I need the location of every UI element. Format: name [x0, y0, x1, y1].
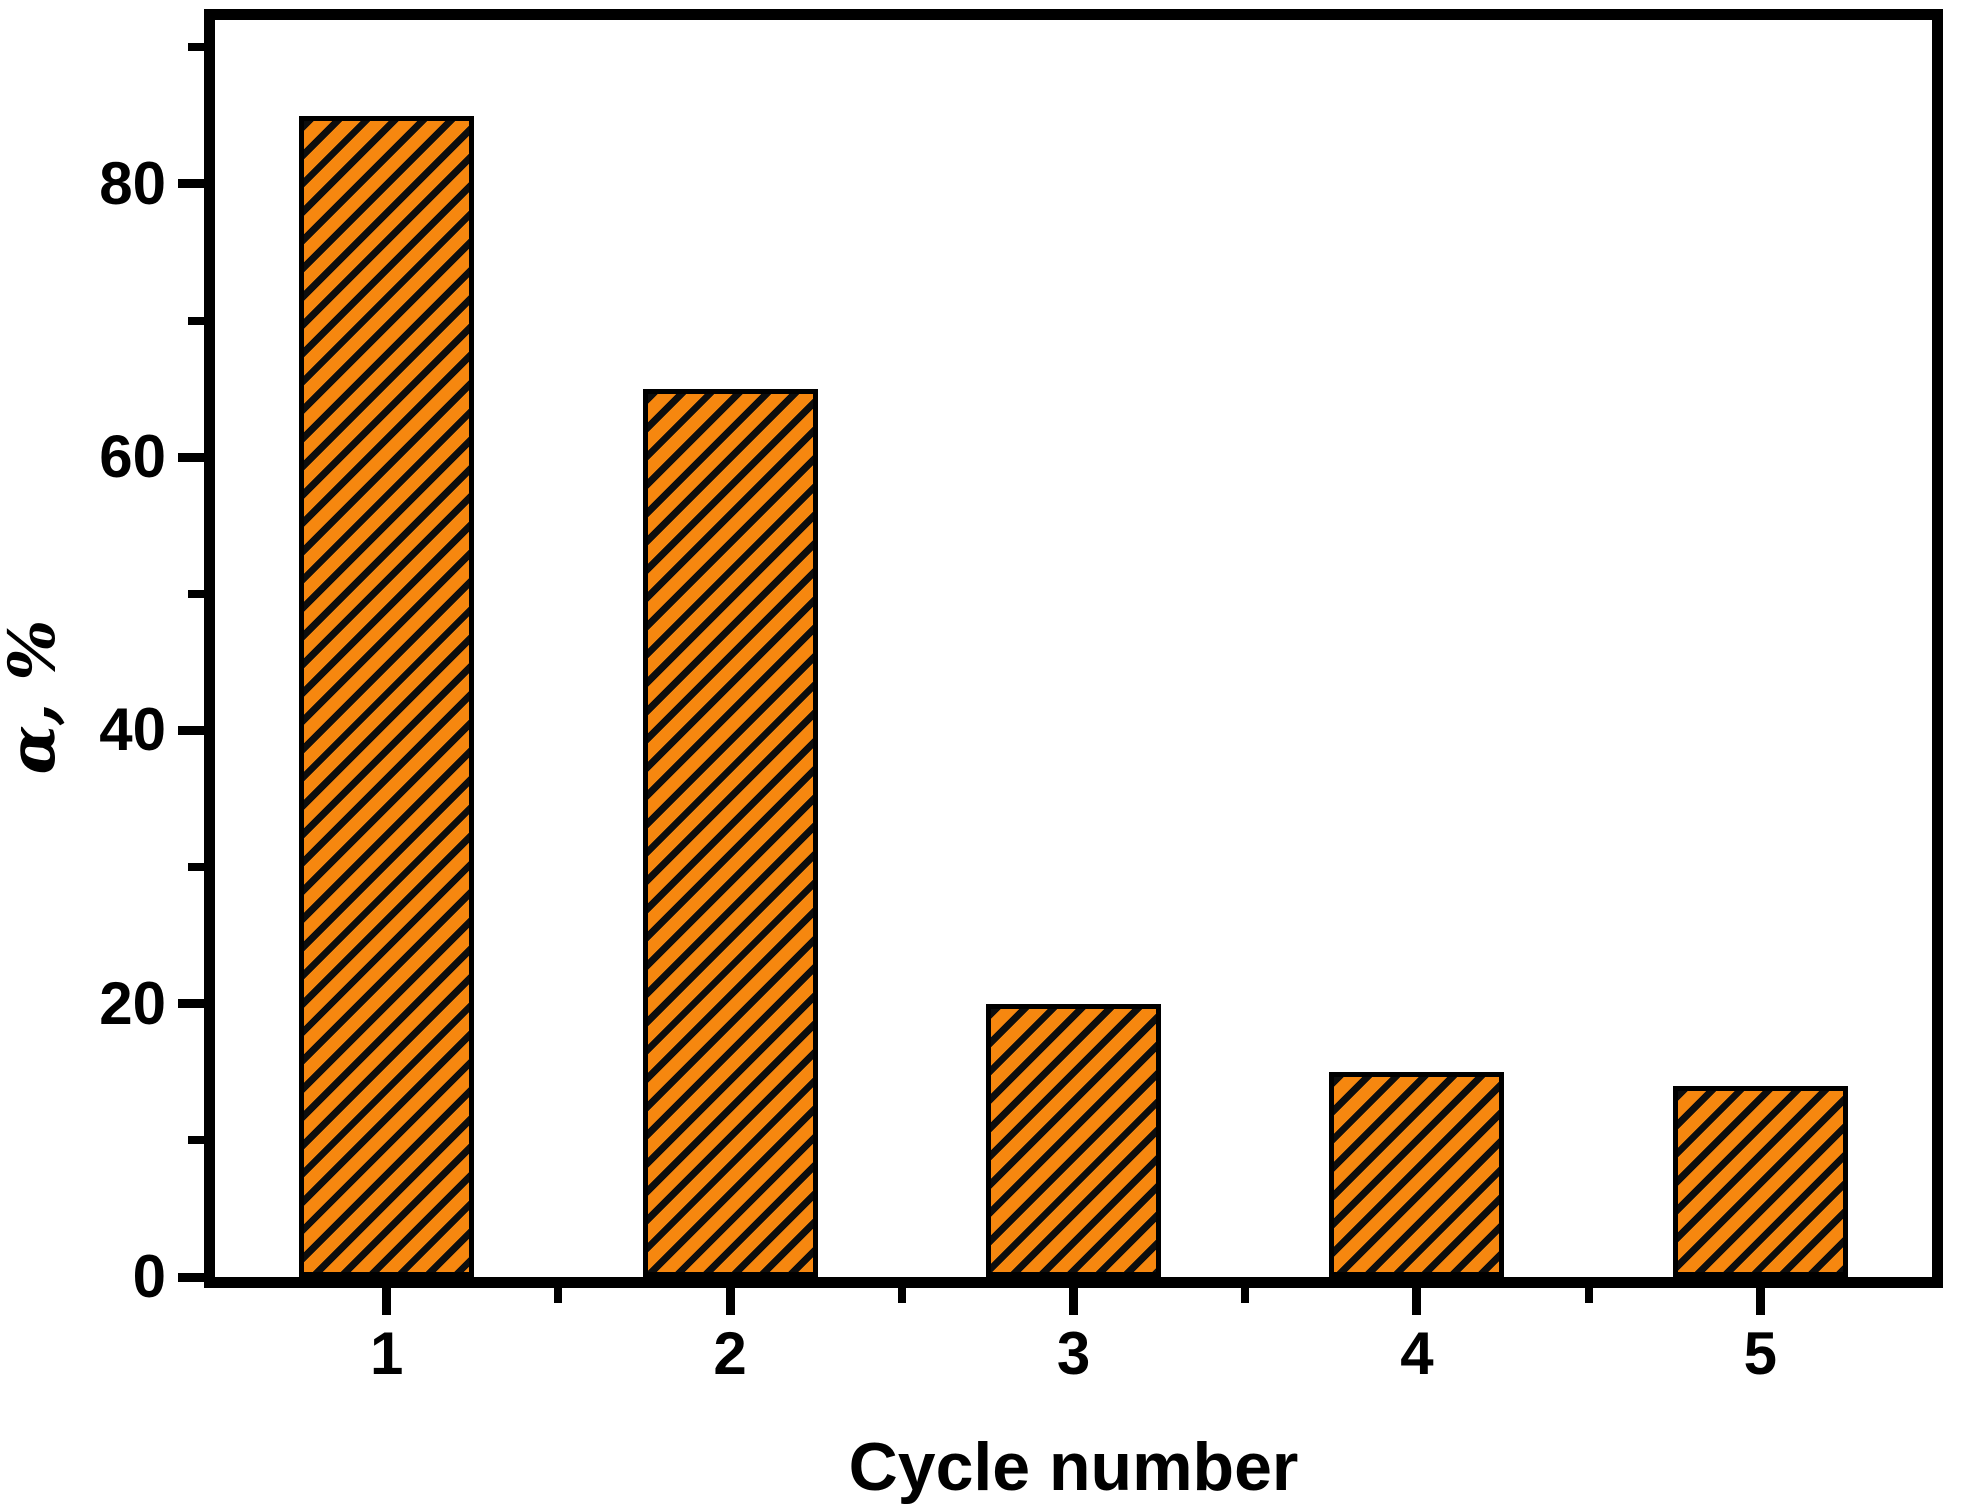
x-tick-label: 2 [713, 1320, 747, 1387]
x-major-tick [725, 1288, 735, 1315]
x-major-tick [382, 1288, 392, 1315]
y-tick-label: 40 [99, 696, 166, 764]
x-minor-tick [554, 1288, 563, 1303]
bar-cycle-2 [643, 389, 818, 1277]
x-tick-label: 1 [370, 1320, 404, 1387]
x-major-tick [1755, 1288, 1765, 1315]
y-minor-tick [188, 43, 204, 52]
bar-cycle-4 [1329, 1072, 1504, 1277]
bar-cycle-1 [299, 116, 474, 1277]
x-tick-label: 3 [1056, 1320, 1091, 1387]
x-tick-label: 5 [1743, 1320, 1777, 1387]
y-tick-label: 20 [99, 969, 166, 1037]
y-minor-tick [188, 589, 204, 598]
x-minor-tick [897, 1288, 906, 1303]
x-minor-tick [1241, 1288, 1250, 1303]
y-major-tick [178, 999, 204, 1009]
x-major-tick [1412, 1288, 1422, 1315]
y-axis-title: α, % [0, 619, 70, 775]
y-minor-tick [188, 316, 204, 325]
y-tick-label: 80 [99, 149, 166, 217]
bar-cycle-5 [1673, 1086, 1848, 1277]
x-tick-label: 4 [1400, 1320, 1434, 1387]
y-tick-label: 60 [99, 423, 166, 491]
y-major-tick [178, 179, 204, 189]
bar-cycle-3 [986, 1004, 1161, 1277]
y-major-tick [178, 1272, 204, 1282]
y-major-tick [178, 725, 204, 735]
y-minor-tick [188, 863, 204, 872]
x-axis-title: Cycle number [848, 1429, 1299, 1505]
y-minor-tick [188, 1136, 204, 1145]
y-tick-label: 0 [132, 1243, 166, 1310]
y-major-tick [178, 452, 204, 462]
x-minor-tick [1584, 1288, 1593, 1303]
x-major-tick [1069, 1288, 1078, 1315]
